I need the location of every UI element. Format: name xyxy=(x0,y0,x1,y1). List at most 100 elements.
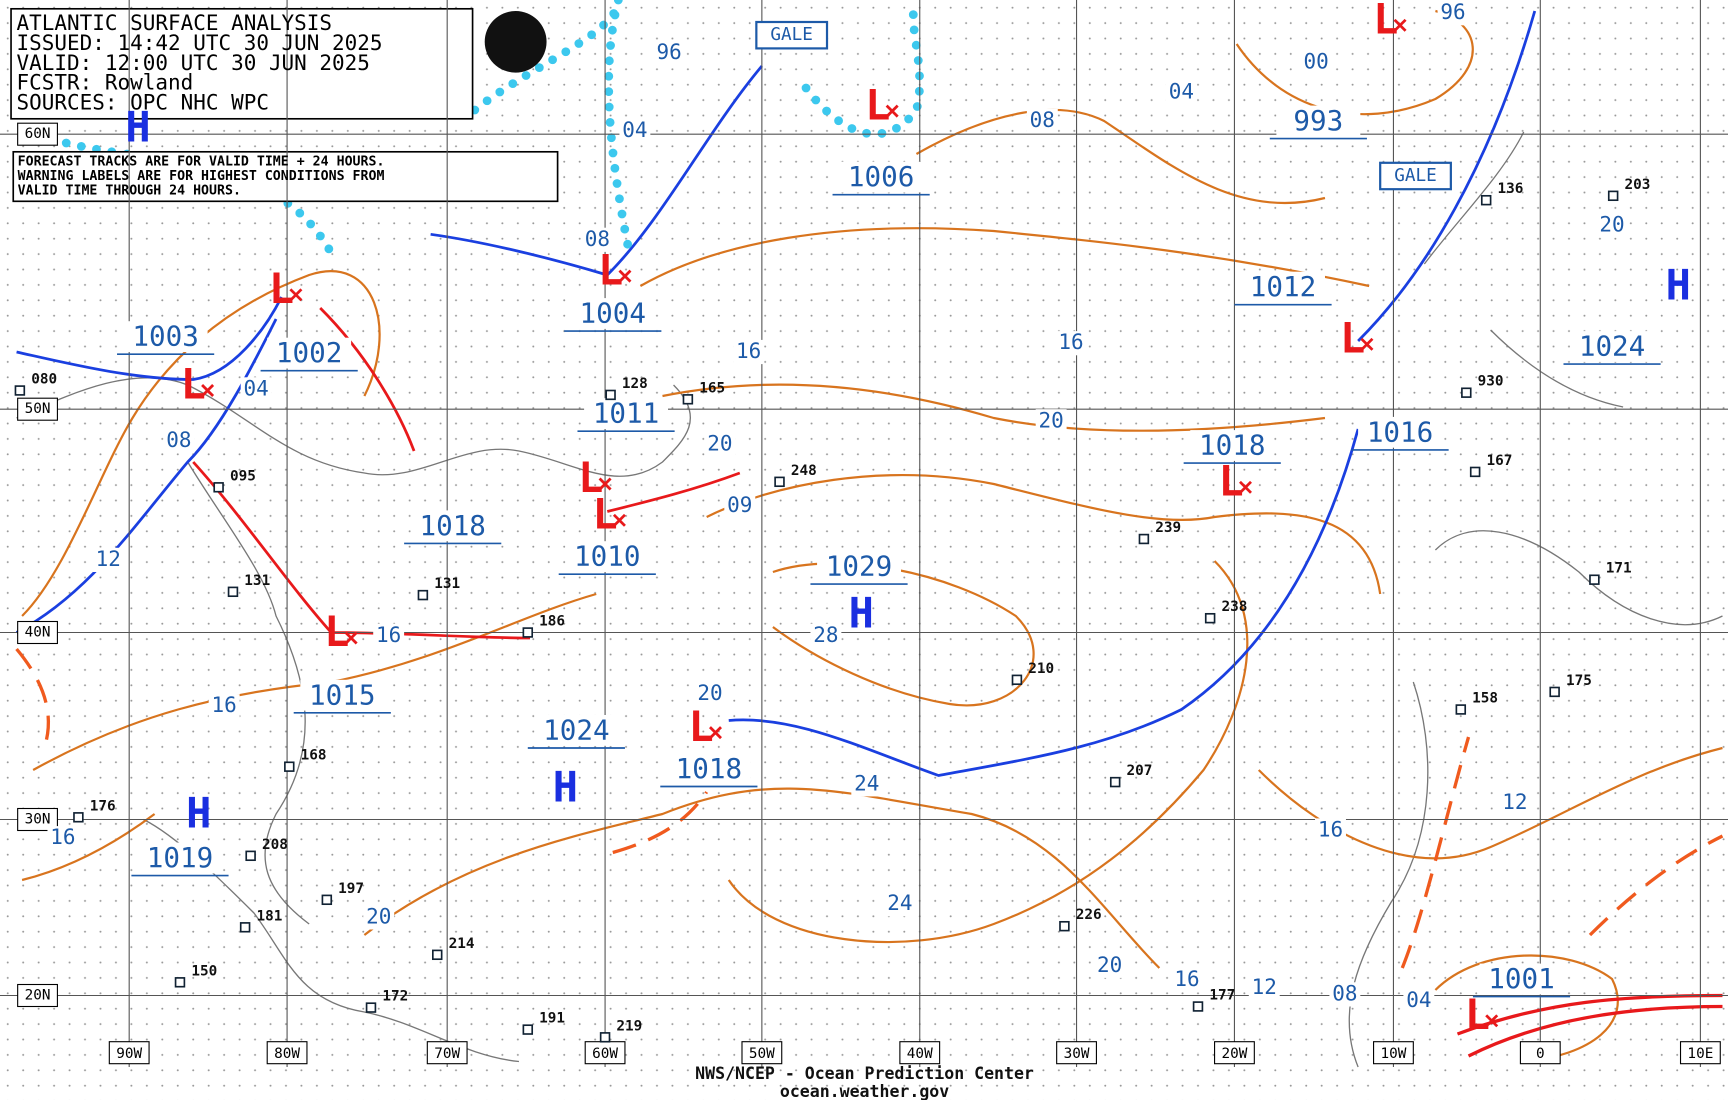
station-pressure: 186 xyxy=(539,614,565,630)
pressure-center: 1011 xyxy=(593,398,659,430)
isobars xyxy=(21,9,1723,1063)
station-pressure: 176 xyxy=(90,798,116,814)
station-pressure: 172 xyxy=(382,989,408,1005)
station-marker xyxy=(682,394,694,405)
low-cross xyxy=(289,288,303,302)
header-line: VALID: 12:00 UTC 30 JUN 2025 xyxy=(17,51,370,75)
isobar-label-bg xyxy=(1026,108,1058,134)
pressure-center: 993 xyxy=(1293,105,1343,137)
isobar-label-bg xyxy=(363,905,395,930)
isobar-label-bg xyxy=(240,377,272,402)
station-marker xyxy=(1455,704,1467,715)
station-pressure: 238 xyxy=(1221,599,1247,615)
isobar-label-bg xyxy=(92,547,124,572)
lat-label-box xyxy=(17,397,58,421)
center-bg xyxy=(565,541,650,572)
isobar-label: 04 xyxy=(622,118,647,142)
lon-label: 40W xyxy=(907,1046,933,1062)
isobar-label: 20 xyxy=(707,431,732,455)
isobar-label-bg xyxy=(733,339,765,365)
pressure-center: 1004 xyxy=(580,298,646,330)
lon-label-box xyxy=(108,1041,150,1065)
isobar-label: 96 xyxy=(1440,0,1465,24)
station-marker xyxy=(321,894,333,906)
high-symbol: H xyxy=(1666,261,1691,310)
isobar-label-bg xyxy=(47,826,79,851)
station-pressure: 197 xyxy=(338,881,364,897)
isobar-label-bg xyxy=(373,623,405,648)
lon-label: 70W xyxy=(434,1046,460,1062)
pressure-center: 1016 xyxy=(1367,416,1433,448)
isobar-label-bg xyxy=(1403,988,1435,1014)
isobar-label-bg xyxy=(1596,213,1628,238)
station-pressure: 168 xyxy=(301,748,327,764)
isobar-label-bg xyxy=(1094,953,1126,978)
lat-label-box xyxy=(17,122,58,146)
isobar-label: 20 xyxy=(1097,953,1122,977)
station-pressure: 207 xyxy=(1127,763,1153,779)
note-box xyxy=(12,150,559,203)
isobar-label: 20 xyxy=(366,904,391,928)
note-line: FORECAST TRACKS ARE FOR VALID TIME + 24 … xyxy=(18,155,385,170)
center-bg xyxy=(1479,963,1564,995)
header-line: FCSTR: Rowland xyxy=(17,71,194,95)
station-pressure: 219 xyxy=(616,1018,642,1034)
isobar-label: 08 xyxy=(1332,981,1357,1005)
lon-label-box xyxy=(1056,1041,1097,1065)
station-pressure: 210 xyxy=(1028,661,1054,677)
center-bg xyxy=(666,753,751,785)
isobar-label-bg xyxy=(1055,331,1087,356)
lon-label: 30W xyxy=(1064,1046,1090,1062)
center-bg xyxy=(138,842,222,874)
station-pressure: 171 xyxy=(1606,561,1632,577)
warning-box xyxy=(755,20,829,50)
low-symbol: L xyxy=(1465,990,1490,1039)
low-cross xyxy=(618,269,632,283)
low-symbol: L xyxy=(592,490,617,539)
isobar-label-bg xyxy=(1171,968,1203,993)
low-symbol: L xyxy=(1373,0,1398,43)
low-cross xyxy=(344,631,358,645)
center-bg xyxy=(584,398,669,429)
station-pressure: 095 xyxy=(230,468,256,484)
low-symbol: L xyxy=(1219,457,1244,506)
isobar-label-bg xyxy=(1165,80,1197,105)
center-bg xyxy=(570,298,655,329)
lon-label: 80W xyxy=(274,1046,300,1062)
low-cross xyxy=(612,513,626,527)
isobar-label: 20 xyxy=(1599,213,1624,237)
station-marker xyxy=(1469,466,1481,478)
station-marker xyxy=(1138,533,1150,545)
low-cross xyxy=(885,104,899,118)
warning-label: GALE xyxy=(770,25,813,45)
isobar-label: 08 xyxy=(166,428,191,452)
station-marker xyxy=(1589,574,1600,585)
isobar-label-bg xyxy=(851,772,883,797)
isobar-label: 24 xyxy=(854,771,879,795)
isobar-label-bg xyxy=(724,493,756,519)
isobar-label-bg xyxy=(653,40,685,65)
lat-label-box xyxy=(17,620,58,645)
center-bg xyxy=(300,679,385,711)
pressure-center: 1006 xyxy=(848,161,914,193)
low-cross xyxy=(1360,337,1374,351)
footer-agency: NWS/NCEP - Ocean Prediction Center xyxy=(695,1064,1034,1083)
isobar-label: 08 xyxy=(585,227,610,251)
high-symbol: H xyxy=(849,589,874,638)
isobar-label-bg xyxy=(1499,790,1531,816)
header-line: ATLANTIC SURFACE ANALYSIS xyxy=(17,11,332,35)
footer-site: ocean.weather.gov xyxy=(780,1082,949,1100)
low-symbol: L xyxy=(598,245,623,294)
note-line: VALID TIME THROUGH 24 HOURS. xyxy=(18,183,241,198)
isobar-label: 16 xyxy=(376,623,401,647)
low-cross xyxy=(1393,18,1407,32)
lon-label: 60W xyxy=(592,1046,618,1062)
lat-label: 20N xyxy=(25,988,51,1004)
lon-label-box xyxy=(266,1041,308,1065)
high-symbol: H xyxy=(553,762,578,811)
header-line: SOURCES: OPC NHC WPC xyxy=(17,90,269,114)
lon-label: 0 xyxy=(1536,1046,1545,1062)
station-marker xyxy=(14,385,26,396)
ice-edge xyxy=(61,0,924,258)
warning-label: GALE xyxy=(1394,166,1437,186)
